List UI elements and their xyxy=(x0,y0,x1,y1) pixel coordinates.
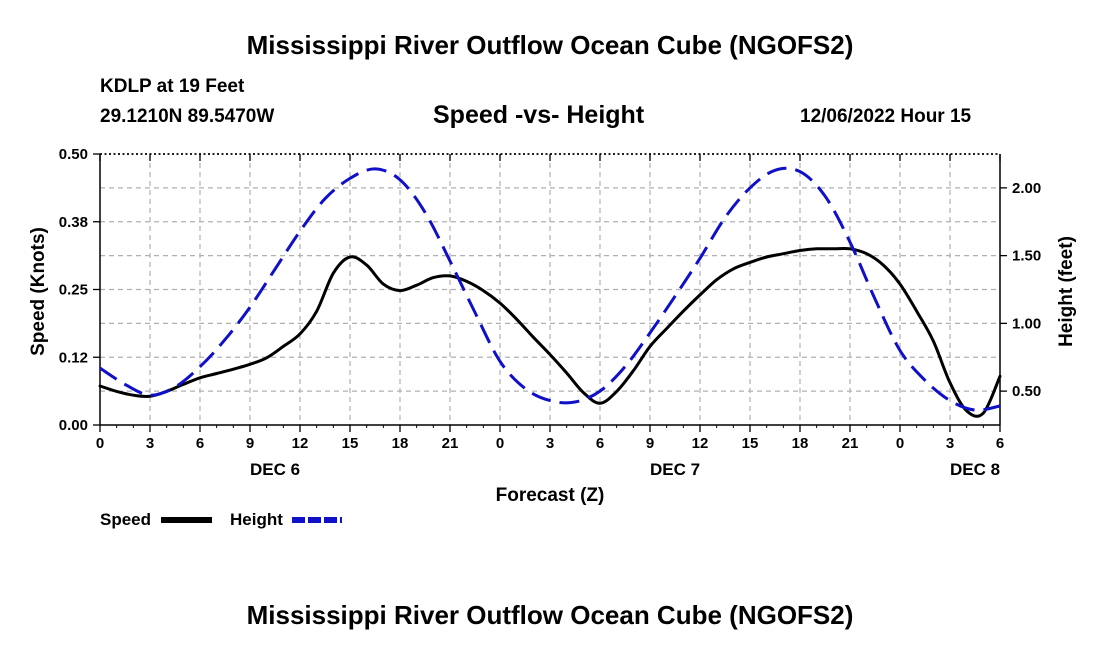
x-tick-label: 9 xyxy=(246,435,254,452)
x-tick-label: 18 xyxy=(792,435,809,452)
legend-label-speed: Speed xyxy=(100,510,151,529)
x-tick-label: 3 xyxy=(946,435,954,452)
y-tick-label: 0.50 xyxy=(59,146,88,163)
day-label: DEC 8 xyxy=(950,460,1000,479)
y-axis-title: Speed (Knots) xyxy=(28,227,49,356)
y2-tick-label: 1.50 xyxy=(1012,248,1041,265)
series-line-speed xyxy=(98,246,1002,418)
series-line-height xyxy=(99,166,1001,412)
x-tick-label: 6 xyxy=(996,435,1004,452)
page-title-bottom: Mississippi River Outflow Ocean Cube (NG… xyxy=(246,600,854,630)
x-tick-label: 12 xyxy=(692,435,709,452)
x-tick-label: 12 xyxy=(292,435,309,452)
page-title-top: Mississippi River Outflow Ocean Cube (NG… xyxy=(246,30,854,60)
x-tick-label: 15 xyxy=(742,435,759,452)
x-tick-label: 3 xyxy=(146,435,154,452)
x-tick-label: 0 xyxy=(496,435,504,452)
y2-axis-title: Height (feet) xyxy=(1056,236,1077,347)
station-label: KDLP at 19 Feet xyxy=(100,76,245,97)
y-tick-label: 0.12 xyxy=(59,349,88,366)
x-tick-label: 6 xyxy=(196,435,204,452)
day-label: DEC 6 xyxy=(250,460,300,479)
y-tick-label: 0.00 xyxy=(59,417,88,434)
x-tick-label: 21 xyxy=(842,435,859,452)
x-tick-label: 9 xyxy=(646,435,654,452)
legend-label-height: Height xyxy=(230,510,283,529)
y2-tick-label: 1.00 xyxy=(1012,315,1041,332)
x-tick-label: 3 xyxy=(546,435,554,452)
y2-tick-label: 2.00 xyxy=(1012,180,1041,197)
x-tick-label: 0 xyxy=(96,435,104,452)
x-tick-label: 0 xyxy=(896,435,904,452)
x-tick-label: 21 xyxy=(442,435,459,452)
forecast-datetime: 12/06/2022 Hour 15 xyxy=(800,106,972,127)
x-tick-label: 15 xyxy=(342,435,359,452)
x-tick-label: 18 xyxy=(392,435,409,452)
day-label: DEC 7 xyxy=(650,460,700,479)
x-axis-title: Forecast (Z) xyxy=(496,485,605,506)
coordinates-label: 29.1210N 89.5470W xyxy=(100,106,275,127)
y-tick-label: 0.38 xyxy=(59,214,88,231)
y2-tick-label: 0.50 xyxy=(1012,383,1041,400)
chart-title: Speed -vs- Height xyxy=(433,101,645,129)
y-tick-label: 0.25 xyxy=(59,282,88,299)
x-tick-label: 6 xyxy=(596,435,604,452)
